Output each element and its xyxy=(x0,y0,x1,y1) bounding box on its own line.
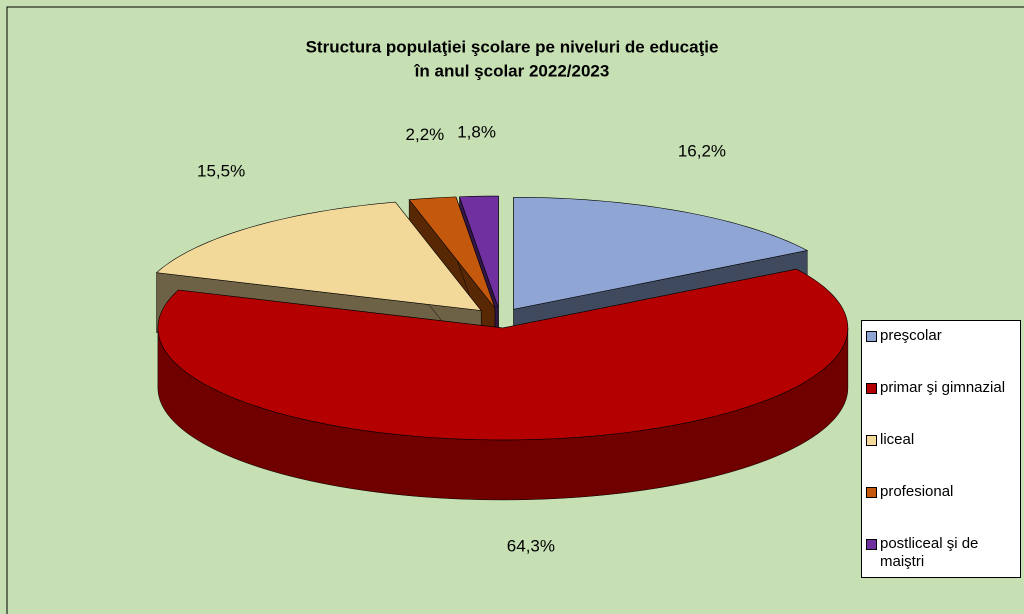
data-label: 16,2% xyxy=(678,141,726,160)
legend-swatch xyxy=(866,383,877,394)
data-label: 2,2% xyxy=(406,125,445,144)
legend-label: postliceal şi de maiştri xyxy=(880,535,979,570)
legend-item: primar şi gimnazial xyxy=(866,379,1016,397)
slice xyxy=(157,268,849,441)
legend-swatch xyxy=(866,435,877,446)
legend-swatch xyxy=(866,487,877,498)
chart-title: Structura populaţiei şcolare pe niveluri… xyxy=(306,37,719,56)
slice xyxy=(459,195,499,309)
chart-title: în anul şcolar 2022/2023 xyxy=(414,61,610,80)
slice xyxy=(513,196,809,310)
legend-swatch xyxy=(866,331,877,342)
legend-label: preşcolar xyxy=(880,327,942,344)
legend-label: profesional xyxy=(880,483,954,500)
legend-swatch xyxy=(866,539,877,550)
legend-label: primar şi gimnazial xyxy=(880,379,1006,396)
data-label: 15,5% xyxy=(197,162,245,181)
slice xyxy=(408,196,496,309)
data-label: 64,3% xyxy=(507,537,555,556)
chart-border xyxy=(6,6,1024,614)
legend-item: liceal xyxy=(866,431,1016,449)
slice xyxy=(155,201,482,311)
legend: preşcolar primar şi gimnazial liceal profes… xyxy=(861,320,1021,578)
data-label: 1,8% xyxy=(457,123,496,142)
legend-item: postliceal şi de maiştri xyxy=(866,535,1016,571)
legend-item: profesional xyxy=(866,483,1016,501)
legend-item: preşcolar xyxy=(866,327,1016,345)
legend-label: liceal xyxy=(880,431,915,448)
